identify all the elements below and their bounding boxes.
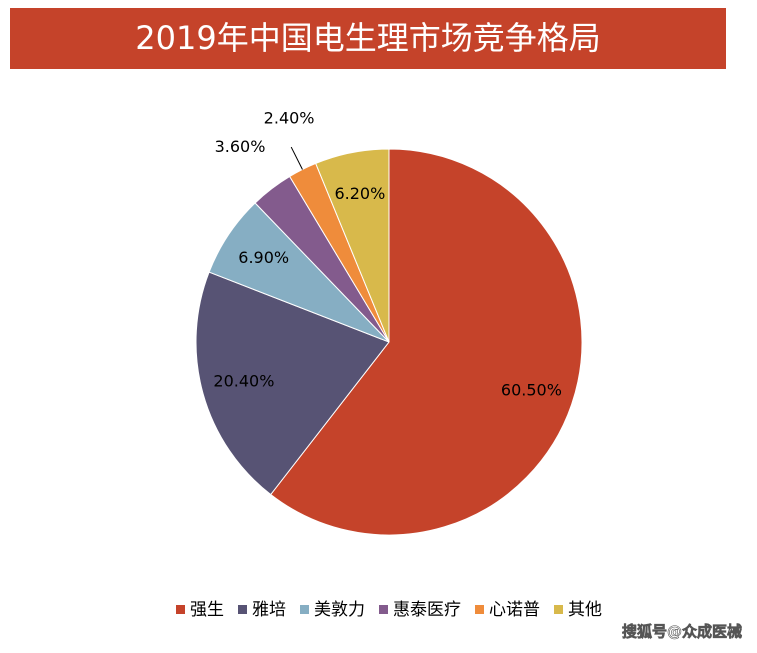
legend-label: 惠泰医疗	[393, 600, 461, 620]
pie-slice	[270, 148, 583, 536]
legend-label: 美敦力	[314, 600, 365, 620]
leader-line	[290, 146, 303, 170]
data-label: 60.50%	[501, 380, 562, 399]
data-label: 2.40%	[264, 108, 315, 127]
data-label: 3.60%	[215, 137, 266, 156]
watermark: 搜狐号@众成医械	[622, 623, 742, 641]
legend-swatch	[300, 605, 309, 614]
legend-swatch	[176, 605, 185, 614]
legend-label: 其他	[568, 600, 602, 620]
pie-slice	[315, 148, 390, 343]
legend-swatch	[554, 605, 563, 614]
legend-label: 心诺普	[489, 600, 540, 620]
legend-swatch	[475, 605, 484, 614]
data-label: 20.40%	[213, 372, 274, 391]
data-label: 6.90%	[238, 248, 289, 267]
chart-title: 2019年中国电生理市场竞争格局	[135, 19, 600, 57]
title-banner	[10, 8, 726, 69]
legend-swatch	[379, 605, 388, 614]
data-label: 6.20%	[334, 184, 385, 203]
legend-label: 强生	[190, 600, 224, 620]
pie-slice	[195, 271, 390, 496]
legend-swatch	[238, 605, 247, 614]
legend-label: 雅培	[252, 600, 286, 620]
